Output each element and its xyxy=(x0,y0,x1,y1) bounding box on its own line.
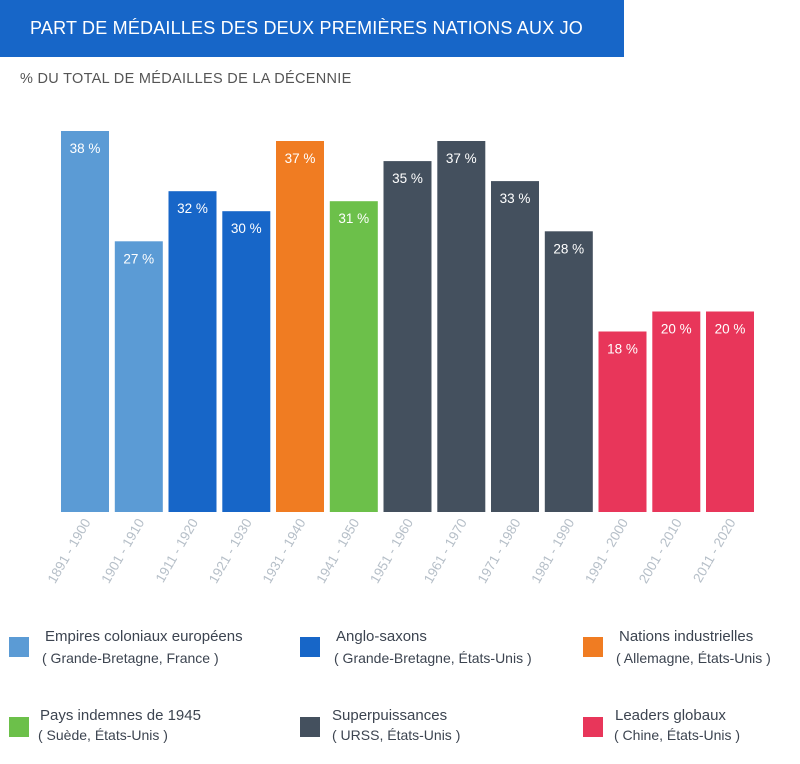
x-tick-label: 2001 - 2010 xyxy=(636,516,685,586)
x-tick-label: 1941 - 1950 xyxy=(313,516,362,586)
bar-value-label: 37 % xyxy=(285,151,316,166)
bar-value-label: 35 % xyxy=(392,171,423,186)
bar-value-label: 31 % xyxy=(338,211,369,226)
bar-value-label: 20 % xyxy=(661,322,692,337)
legend-label-anglo: Anglo-saxons xyxy=(336,628,427,645)
legend-label-superpower: Superpuissances xyxy=(332,707,448,724)
legend-detail-anglo: ( Grande-Bretagne, États-Unis ) xyxy=(334,650,532,666)
legend-label-indemnes: Pays indemnes de 1945 xyxy=(40,707,201,724)
legend-label-industrial: Nations industrielles xyxy=(619,628,754,645)
bar-chart: 38 % 1891 - 1900 27 % 1901 - 1910 32 % 1911 -… xyxy=(45,131,754,586)
x-tick-label: 2011 - 2020 xyxy=(690,516,739,585)
x-tick-label: 1901 - 1910 xyxy=(98,516,147,586)
bar-1961-1970 xyxy=(437,141,486,512)
legend-swatch-anglo xyxy=(300,637,320,657)
x-tick-label: 1961 - 1970 xyxy=(421,516,470,586)
x-tick-label: 1921 - 1930 xyxy=(206,516,255,586)
legend-label-empires: Empires coloniaux européens xyxy=(45,628,243,645)
legend-detail-indemnes: ( Suède, États-Unis ) xyxy=(38,727,168,743)
bar-value-label: 37 % xyxy=(446,151,477,166)
x-tick-label: 1951 - 1960 xyxy=(367,516,416,586)
x-tick-label: 1971 - 1980 xyxy=(475,516,524,586)
legend-swatch-leaders xyxy=(583,717,603,737)
bar-value-label: 18 % xyxy=(607,342,638,357)
bar-1891-1900 xyxy=(61,131,109,512)
legend-detail-industrial: ( Allemagne, États-Unis ) xyxy=(616,650,771,666)
legend-swatch-superpower xyxy=(300,717,320,737)
legend-detail-superpower: ( URSS, États-Unis ) xyxy=(332,727,461,743)
x-tick-label: 1891 - 1900 xyxy=(45,516,94,586)
x-tick-label: 1991 - 2000 xyxy=(582,516,631,586)
bar-value-label: 27 % xyxy=(123,251,154,266)
bar-1971-1980 xyxy=(491,181,539,512)
bar-value-label: 38 % xyxy=(70,141,101,156)
bar-1921-1930 xyxy=(222,211,271,512)
bar-value-label: 28 % xyxy=(553,241,584,256)
chart-title-bar: PART DE MÉDAILLES DES DEUX PREMIÈRES NAT… xyxy=(0,0,624,57)
bar-1911-1920 xyxy=(168,191,217,512)
x-tick-label: 1911 - 1920 xyxy=(153,516,202,585)
bar-1941-1950 xyxy=(329,201,378,512)
legend-detail-empires: ( Grande-Bretagne, France ) xyxy=(42,650,219,666)
legend-swatch-industrial xyxy=(583,637,603,657)
legend-swatch-empires xyxy=(9,637,29,657)
bar-value-label: 32 % xyxy=(177,201,208,216)
legend-label-leaders: Leaders globaux xyxy=(615,707,726,724)
bar-2011-2020 xyxy=(706,311,754,512)
bar-2001-2010 xyxy=(652,311,701,512)
bar-value-label: 33 % xyxy=(500,191,531,206)
bar-value-label: 20 % xyxy=(715,322,746,337)
legend-detail-leaders: ( Chine, États-Unis ) xyxy=(614,727,741,743)
chart-subtitle: % DU TOTAL DE MÉDAILLES DE LA DÉCENNIE xyxy=(20,71,352,87)
bar-value-label: 30 % xyxy=(231,221,262,236)
bar-1991-2000 xyxy=(598,331,647,512)
bar-1931-1940 xyxy=(276,141,324,512)
x-tick-label: 1981 - 1990 xyxy=(528,516,577,586)
chart-title: PART DE MÉDAILLES DES DEUX PREMIÈRES NAT… xyxy=(30,18,584,38)
x-tick-label: 1931 - 1940 xyxy=(260,516,309,586)
bar-1901-1910 xyxy=(114,241,163,513)
legend-swatch-indemnes xyxy=(9,717,29,737)
bar-1951-1960 xyxy=(383,161,432,512)
bar-1981-1990 xyxy=(544,231,593,513)
